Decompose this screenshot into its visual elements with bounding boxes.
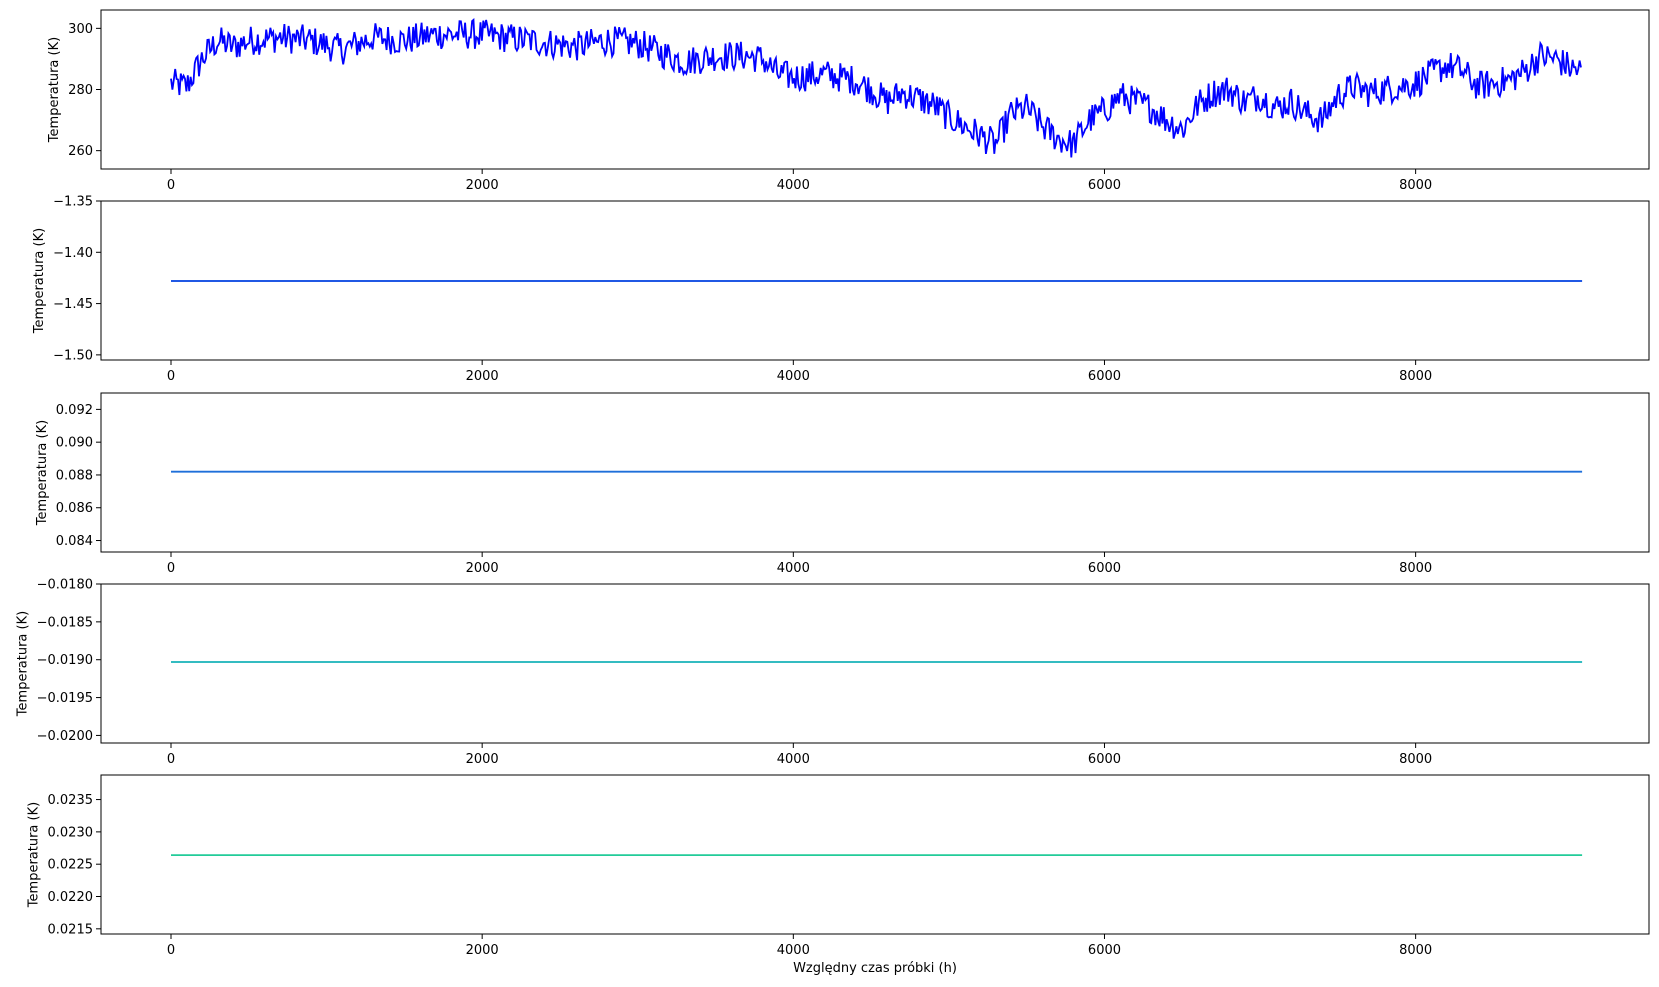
y-tick-label: −1.40 — [53, 246, 93, 261]
x-tick-label: 8000 — [1399, 561, 1432, 576]
y-tick-label: 0.084 — [56, 534, 93, 549]
x-tick-label: 4000 — [777, 561, 810, 576]
y-tick-label: −1.45 — [53, 297, 93, 312]
y-tick-label: −0.0180 — [37, 578, 93, 593]
y-tick-label: 0.0230 — [48, 825, 94, 840]
y-tick-label: 0.0215 — [48, 922, 94, 937]
subplot-3: 0 2000 4000 6000 8000 0.084 0.086 0.088 0.090 0.0… — [35, 392, 1650, 576]
x-tick-label: 2000 — [466, 369, 499, 384]
y-tick-label: 280 — [68, 83, 93, 98]
y-tick-label: 0.0235 — [48, 793, 94, 808]
x-tick-label: 4000 — [777, 943, 810, 958]
x-tick-label: 4000 — [777, 369, 810, 384]
subplot-1: 0 2000 4000 6000 8000 260 280 300 Temperatura (K… — [47, 9, 1650, 193]
axes-frame — [100, 392, 1650, 553]
y-tick-label: −1.35 — [53, 195, 93, 210]
subplot-5: 0 2000 4000 6000 8000 0.0215 0.0220 0.0225 0.023… — [27, 774, 1650, 976]
x-tick-label: 6000 — [1088, 369, 1121, 384]
x-tick-label: 8000 — [1399, 369, 1432, 384]
x-tick-label: 0 — [167, 369, 175, 384]
y-tick-label: 0.092 — [56, 403, 93, 418]
series-line — [170, 18, 1582, 158]
subplot-2: 0 2000 4000 6000 8000 −1.50 −1.45 −1.40 −1.35 Tem… — [32, 195, 1650, 384]
y-axis-label: Temperatura (K) — [27, 802, 42, 908]
y-tick-label: −0.0195 — [37, 691, 93, 706]
y-axis-label: Temperatura (K) — [47, 37, 62, 143]
x-tick-label: 8000 — [1399, 178, 1432, 193]
y-axis-label: Temperatura (K) — [35, 420, 50, 526]
x-tick-label: 0 — [167, 943, 175, 958]
subplot-4: 0 2000 4000 6000 8000 −0.0200 −0.0195 −0.0190 −0… — [16, 578, 1650, 767]
x-axis-label: Względny czas próbki (h) — [793, 961, 957, 976]
y-tick-label: −0.0200 — [37, 729, 93, 744]
x-tick-label: 0 — [167, 178, 175, 193]
y-tick-label: 0.0220 — [48, 890, 94, 905]
x-tick-label: 6000 — [1088, 943, 1121, 958]
x-tick-label: 6000 — [1088, 752, 1121, 767]
x-tick-label: 0 — [167, 561, 175, 576]
axes-frame — [100, 774, 1650, 935]
x-tick-label: 8000 — [1399, 752, 1432, 767]
x-tick-label: 2000 — [466, 752, 499, 767]
y-tick-label: −0.0190 — [37, 653, 93, 668]
y-tick-label: 0.0225 — [48, 858, 94, 873]
x-tick-label: 6000 — [1088, 178, 1121, 193]
y-tick-label: −1.50 — [53, 348, 93, 363]
x-tick-label: 6000 — [1088, 561, 1121, 576]
y-tick-label: −0.0185 — [37, 615, 93, 630]
y-tick-label: 260 — [68, 144, 93, 159]
axes-frame — [100, 583, 1650, 744]
x-tick-label: 4000 — [777, 752, 810, 767]
y-tick-label: 0.090 — [56, 436, 93, 451]
x-tick-label: 0 — [167, 752, 175, 767]
axes-frame — [100, 200, 1650, 361]
x-tick-label: 8000 — [1399, 943, 1432, 958]
x-tick-label: 4000 — [777, 178, 810, 193]
y-axis-label: Temperatura (K) — [16, 611, 31, 717]
x-tick-label: 2000 — [466, 561, 499, 576]
y-tick-label: 0.088 — [56, 468, 93, 483]
y-tick-label: 0.086 — [56, 501, 93, 516]
x-tick-label: 2000 — [466, 178, 499, 193]
x-tick-label: 2000 — [466, 943, 499, 958]
y-tick-label: 300 — [68, 22, 93, 37]
y-axis-label: Temperatura (K) — [32, 228, 47, 334]
